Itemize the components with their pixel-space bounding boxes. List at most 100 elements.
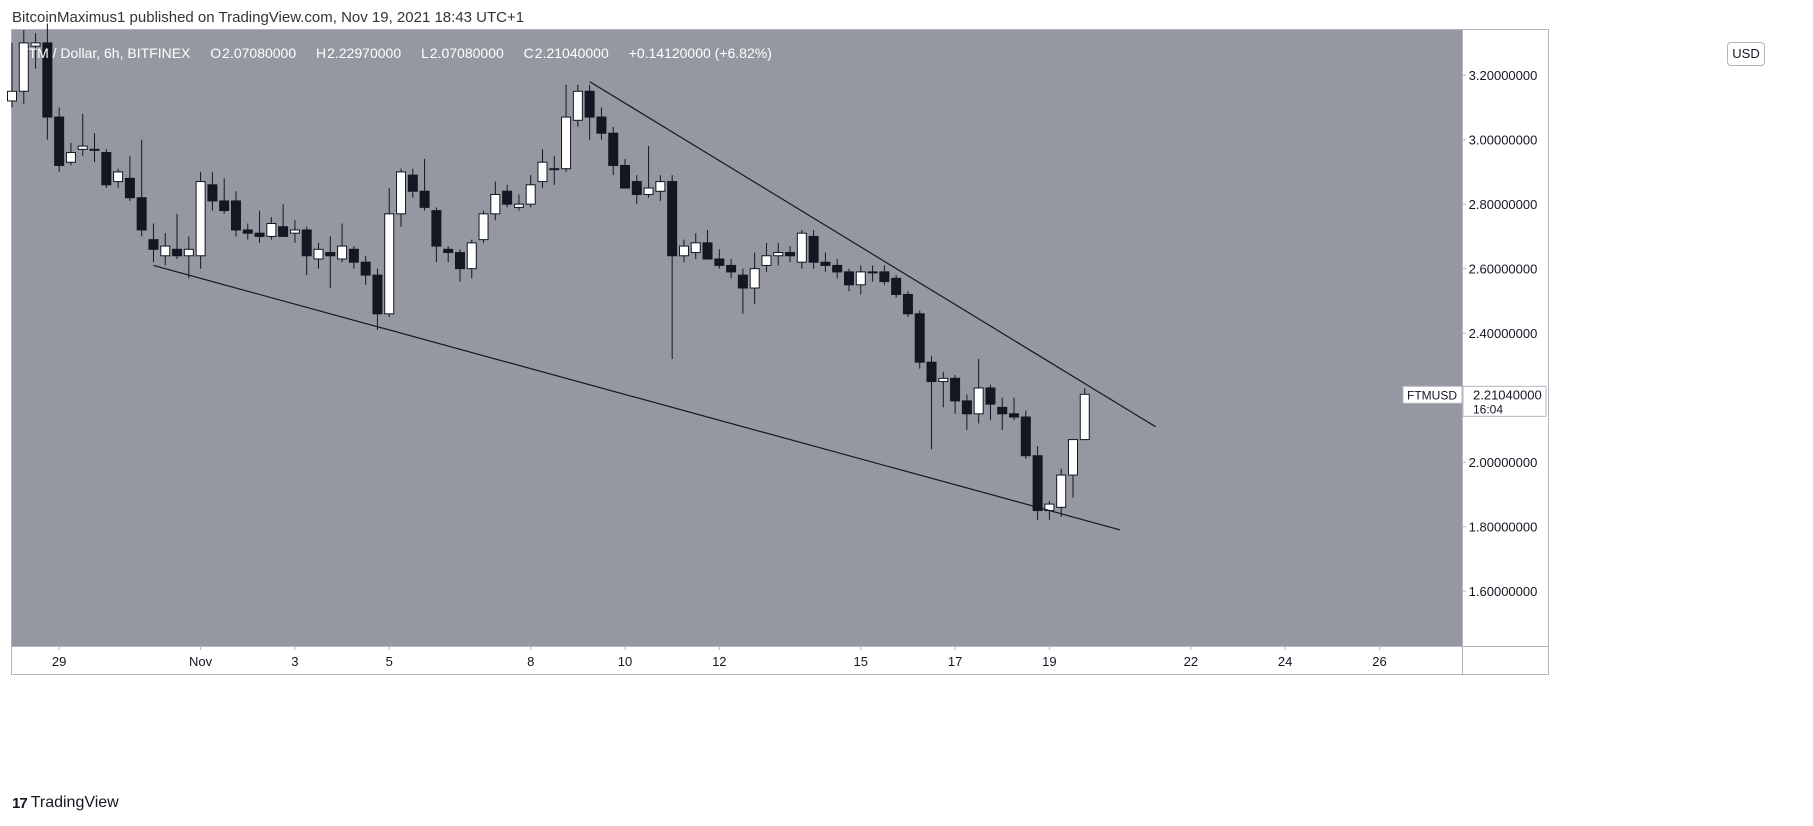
candle[interactable] [667,175,678,359]
trendline-lower-support[interactable] [153,264,1121,531]
candle[interactable] [584,84,595,140]
candle[interactable] [997,397,1008,430]
candle[interactable] [855,265,866,295]
candle[interactable] [961,394,972,430]
candle[interactable] [7,42,17,108]
candle[interactable] [407,168,418,198]
candle[interactable] [761,242,772,272]
candle[interactable] [230,191,241,237]
candle[interactable] [360,255,371,285]
candle[interactable] [643,146,654,198]
candle[interactable] [172,213,183,259]
candle[interactable] [773,242,784,266]
candle[interactable] [690,233,701,259]
candle-body-down [737,274,748,289]
candle[interactable] [737,268,748,314]
candle-body-up [160,245,171,257]
candle[interactable] [714,249,725,269]
candle[interactable] [254,210,265,243]
footer-brand[interactable]: 17 TradingView [12,794,119,812]
candle[interactable] [537,149,548,189]
candle[interactable] [726,258,737,279]
candle[interactable] [950,375,961,414]
candle[interactable] [113,168,124,189]
candle[interactable] [926,355,937,450]
candle[interactable] [478,210,489,243]
candle[interactable] [985,384,996,421]
candle[interactable] [160,233,171,266]
candle[interactable] [148,223,159,263]
candle[interactable] [796,229,807,269]
candle[interactable] [678,239,689,263]
candle[interactable] [867,265,878,282]
candle[interactable] [1032,446,1043,521]
trendline-upper-resistance[interactable] [589,81,1156,428]
candle[interactable] [1009,397,1020,421]
candle[interactable] [973,358,984,424]
candle[interactable] [54,107,65,172]
candle[interactable] [879,265,890,285]
candle[interactable] [419,159,430,211]
candle[interactable] [348,246,359,269]
candle-body-down [207,184,218,202]
candle[interactable] [195,171,206,269]
candle[interactable] [18,30,29,105]
candle[interactable] [42,23,53,140]
candle[interactable] [466,239,477,279]
candle[interactable] [914,310,925,369]
candle[interactable] [384,188,395,318]
candle[interactable] [1067,439,1078,498]
candle[interactable] [101,149,112,189]
candle[interactable] [183,236,194,279]
candle[interactable] [513,194,524,211]
candle[interactable] [30,33,41,69]
candle[interactable] [372,268,383,330]
candle[interactable] [65,142,76,166]
candle[interactable] [620,159,631,189]
candle[interactable] [490,181,501,221]
x-tick-label: 29 [52,654,66,669]
candle[interactable] [832,258,843,279]
candle[interactable] [301,226,312,276]
candle[interactable] [313,242,324,269]
candle[interactable] [443,246,454,263]
candle[interactable] [891,275,902,298]
candle[interactable] [785,246,796,263]
candle[interactable] [702,229,713,260]
candle[interactable] [89,133,100,163]
candle[interactable] [808,229,819,269]
candle[interactable] [219,178,230,214]
candle[interactable] [396,168,407,227]
candle[interactable] [502,184,513,208]
candle[interactable] [655,175,666,201]
candle[interactable] [266,217,277,240]
candle[interactable] [77,113,88,156]
currency-badge[interactable]: USD [1727,42,1765,66]
candle[interactable] [207,171,218,211]
candle[interactable] [525,175,536,208]
candle[interactable] [337,223,348,263]
candle[interactable] [136,139,147,237]
candle[interactable] [431,207,442,263]
candle[interactable] [1020,410,1031,459]
candle[interactable] [596,107,607,140]
candle[interactable] [549,155,560,185]
candle[interactable] [843,268,854,292]
candle[interactable] [454,249,465,282]
candle[interactable] [289,220,300,243]
candle[interactable] [561,84,572,172]
candle[interactable] [749,252,760,305]
candle[interactable] [124,155,135,201]
candle[interactable] [242,223,253,240]
candle[interactable] [325,236,336,289]
candle[interactable] [631,175,642,205]
candle[interactable] [820,252,831,272]
candle[interactable] [902,291,913,318]
candle[interactable] [1056,468,1067,517]
candle[interactable] [278,204,289,237]
candle[interactable] [1079,388,1090,441]
candle[interactable] [608,126,619,176]
candle[interactable] [938,371,949,408]
candle[interactable] [572,84,583,127]
